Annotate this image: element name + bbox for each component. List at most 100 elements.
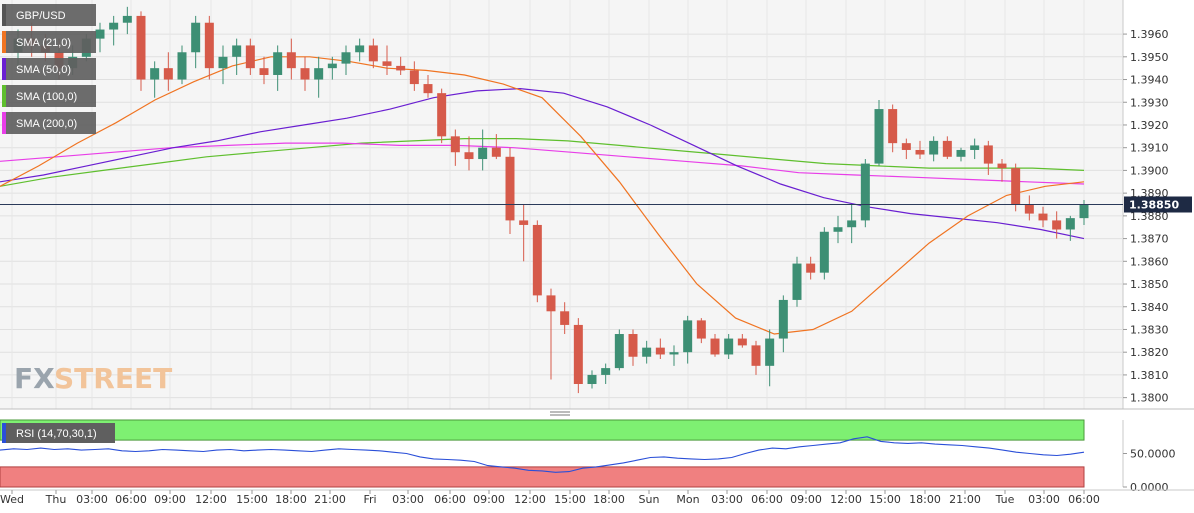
candle-body	[860, 163, 870, 221]
time-tick-label: Mon	[676, 493, 699, 506]
price-tick-label: 1.3860	[1130, 255, 1169, 268]
candle-body	[1038, 213, 1048, 221]
time-tick-label: 15:00	[869, 493, 901, 506]
candle-body	[478, 147, 488, 160]
time-tick-label: 15:00	[554, 493, 586, 506]
candle-down	[519, 204, 529, 262]
candle-body	[396, 65, 406, 71]
candle-body	[532, 224, 542, 296]
price-tick-label: 1.3930	[1130, 96, 1169, 109]
candle-down	[546, 288, 556, 380]
candle-body	[724, 338, 734, 355]
candle-body	[833, 227, 843, 232]
candle-down	[423, 74, 433, 98]
legend-swatch	[2, 58, 6, 80]
candle-body	[368, 45, 378, 62]
time-tick-label: 12:00	[514, 493, 546, 506]
candle-body	[191, 22, 201, 53]
candle-body	[778, 299, 788, 339]
rsi-legend: RSI (14,70,30,1)	[2, 423, 115, 443]
candle-down	[1024, 195, 1034, 221]
legend-box	[2, 58, 96, 80]
legend: GBP/USD SMA (21,0) SMA (50,0) SMA (100,0) SM…	[2, 4, 96, 134]
candle-body	[300, 68, 310, 80]
candle-body	[669, 352, 679, 355]
last-price-badge	[1124, 196, 1192, 213]
candle-down	[136, 11, 146, 91]
time-tick-label: 03:00	[392, 493, 424, 506]
sma-21-line	[0, 56, 1085, 335]
time-tick-label: 15:00	[236, 493, 268, 506]
candle-down	[1038, 206, 1048, 228]
candle-body	[997, 163, 1007, 169]
candle-body	[122, 15, 132, 23]
candle-body	[942, 140, 952, 157]
sma-lines	[0, 56, 1085, 335]
candle-up	[860, 159, 870, 228]
candle-body	[437, 93, 447, 137]
candle-up	[273, 45, 283, 91]
candle-body	[929, 140, 939, 155]
candle-body	[273, 52, 283, 75]
candle-down	[696, 318, 706, 344]
candle-down	[560, 302, 570, 335]
candle-body	[1065, 218, 1075, 230]
candle-body	[382, 61, 392, 66]
candle-body	[286, 52, 296, 69]
candle-down	[983, 140, 993, 175]
price-tick-label: 1.3820	[1130, 346, 1169, 359]
candle-body	[983, 145, 993, 164]
candle-down	[491, 134, 501, 160]
legend-box	[2, 31, 96, 53]
candle-body	[642, 347, 652, 357]
candle-body	[464, 152, 474, 160]
legend-label: SMA (21,0)	[16, 37, 71, 49]
candle-down	[409, 61, 419, 91]
candle-body	[765, 338, 775, 366]
candle-body	[177, 52, 187, 80]
last-price-label: 1.38850	[1129, 199, 1179, 212]
time-axis: Wed Thu 03:00 06:00 09:00 12:00 15:00 18:00 21:0…	[0, 489, 1194, 506]
price-tick-label: 1.3850	[1130, 278, 1169, 291]
price-tick-label: 1.3800	[1130, 392, 1169, 405]
pane-divider[interactable]	[0, 408, 1194, 416]
candle-body	[560, 311, 570, 325]
candle-down	[450, 129, 460, 166]
watermark-street: STREET	[54, 362, 172, 395]
candle-up	[232, 38, 242, 75]
time-tick-label: Wed	[0, 493, 24, 506]
candle-body	[150, 68, 160, 80]
candle-body	[327, 63, 337, 69]
candle-down	[737, 334, 747, 348]
candle-up	[191, 15, 201, 69]
candle-body	[573, 324, 583, 385]
price-tick-label: 1.3900	[1130, 164, 1169, 177]
legend-swatch	[2, 85, 6, 107]
candle-down	[163, 52, 173, 91]
candle-body	[109, 22, 119, 30]
time-tick-label: 06:00	[751, 493, 783, 506]
candle-down	[204, 15, 214, 80]
candle-body	[751, 345, 761, 366]
price-tick-label: 1.3920	[1130, 119, 1169, 132]
time-tick-label: 21:00	[949, 493, 981, 506]
time-tick-label: 09:00	[790, 493, 822, 506]
candle-down	[300, 56, 310, 91]
candle-body	[1024, 204, 1034, 214]
candle-down	[655, 338, 665, 360]
legend-box	[2, 112, 96, 134]
candle-down	[915, 140, 925, 160]
legend-swatch	[2, 4, 6, 26]
candle-up	[177, 45, 187, 85]
candle-up	[478, 129, 488, 171]
time-tick-label: 03:00	[711, 493, 743, 506]
candle-body	[450, 136, 460, 153]
legend-box	[2, 85, 96, 107]
time-tick-label: 09:00	[473, 493, 505, 506]
candle-down	[505, 147, 515, 235]
time-tick-label: 03:00	[1028, 493, 1060, 506]
candle-body	[423, 84, 433, 94]
rsi-tick-label: 50.0000	[1130, 448, 1176, 461]
legend-swatch	[2, 112, 6, 134]
